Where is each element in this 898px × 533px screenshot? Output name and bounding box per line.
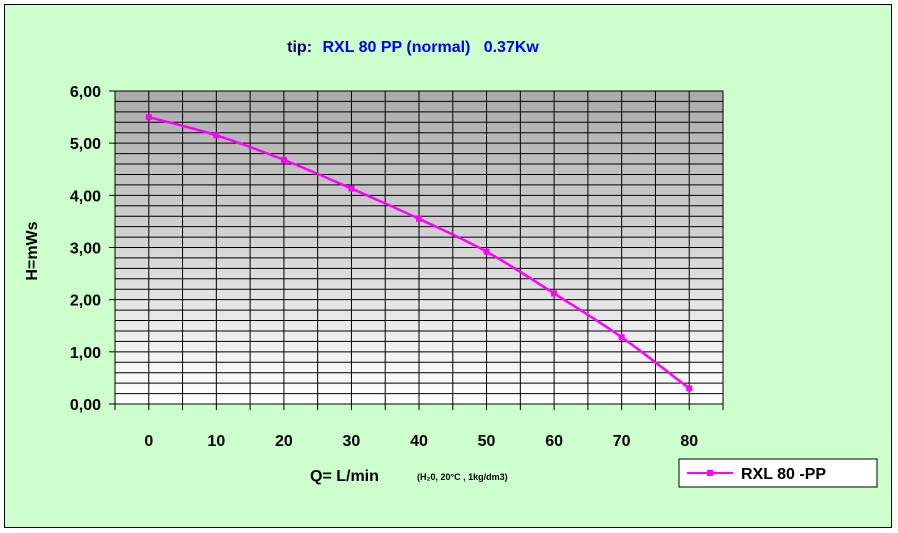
data-point bbox=[145, 114, 152, 121]
chart-title: tip: RXL 80 PP (normal) 0.37Kw bbox=[287, 39, 539, 56]
tick-label-layer: 0,00 1,00 2,00 3,00 4,00 5,00 6,00 0 10 20 30 40 50 6… bbox=[70, 84, 698, 450]
data-point bbox=[551, 290, 558, 297]
y-tick-label: 1,00 bbox=[70, 345, 101, 362]
data-point bbox=[213, 132, 220, 139]
x-tick-label: 80 bbox=[680, 433, 698, 450]
x-tick-label: 0 bbox=[144, 433, 153, 450]
x-tick-label: 60 bbox=[545, 433, 563, 450]
chart-frame: tip: RXL 80 PP (normal) 0.37Kw 0,00 1,00 2… bbox=[4, 4, 892, 528]
x-tick-label: 50 bbox=[478, 433, 496, 450]
y-tick-label: 2,00 bbox=[70, 293, 101, 310]
chart-title-prefix: tip: bbox=[287, 39, 312, 56]
data-point bbox=[280, 156, 287, 163]
data-point bbox=[618, 334, 625, 341]
data-point bbox=[483, 248, 490, 255]
y-tick-label: 3,00 bbox=[70, 241, 101, 258]
legend: RXL 80 -PP bbox=[678, 458, 878, 488]
y-tick-label: 0,00 bbox=[70, 397, 101, 414]
grid-layer bbox=[115, 91, 723, 404]
legend-swatch-marker bbox=[707, 470, 713, 476]
x-axis-label: Q= L/min bbox=[310, 468, 379, 485]
y-tick-label: 4,00 bbox=[70, 188, 101, 205]
legend-label: RXL 80 -PP bbox=[741, 466, 826, 483]
data-point bbox=[416, 215, 422, 222]
series-layer bbox=[145, 114, 693, 392]
data-point bbox=[348, 185, 355, 192]
y-axis-label: H=mWs bbox=[24, 221, 41, 280]
x-tick-label: 40 bbox=[410, 433, 428, 450]
chart-svg: tip: RXL 80 PP (normal) 0.37Kw 0,00 1,00 2… bbox=[24, 39, 878, 488]
chart-title-main: RXL 80 PP (normal) 0.37Kw bbox=[322, 39, 539, 56]
x-tick-label: 10 bbox=[207, 433, 225, 450]
x-tick-label: 20 bbox=[275, 433, 293, 450]
y-tick-label: 5,00 bbox=[70, 136, 101, 153]
data-point bbox=[686, 385, 693, 392]
y-tick-label: 6,00 bbox=[70, 84, 101, 101]
x-tick-label: 30 bbox=[343, 433, 361, 450]
x-axis-note: (H₂0, 20°C , 1kg/dm3) bbox=[417, 472, 508, 482]
x-tick-label: 70 bbox=[613, 433, 631, 450]
axis-layer bbox=[109, 90, 724, 410]
